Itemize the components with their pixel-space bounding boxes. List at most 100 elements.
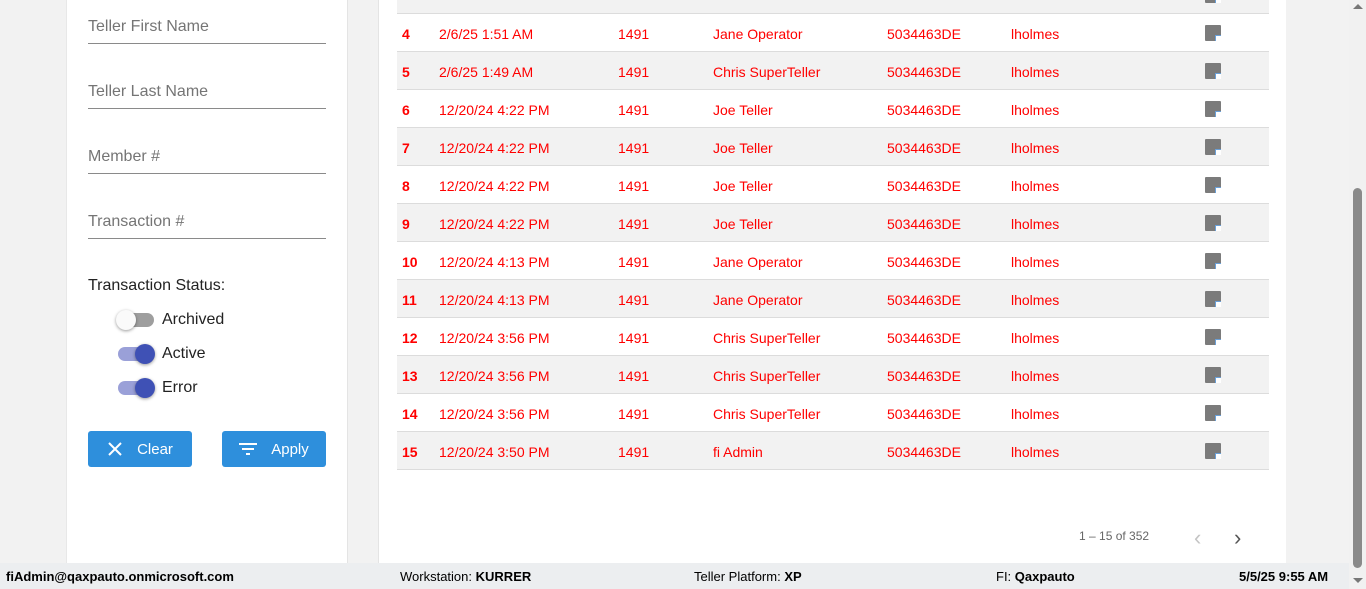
cell-workstation: 5034463DE (887, 102, 961, 118)
cell-row-number: 10 (402, 254, 418, 270)
user-email: fiAdmin@qaxpauto.onmicrosoft.com (6, 569, 234, 584)
scroll-down-icon[interactable] (1353, 578, 1363, 583)
note-icon[interactable] (1205, 291, 1221, 307)
cell-user: lholmes (1011, 444, 1060, 460)
active-label: Active (162, 345, 206, 362)
table-row[interactable]: 14 12/20/24 3:56 PM 1491 Chris SuperTeller 5… (397, 394, 1269, 432)
filter-panel: Transaction Status: Archived Active Erro… (66, 0, 348, 563)
cell-user: lholmes (1011, 140, 1060, 156)
table-row[interactable]: 12 12/20/24 3:56 PM 1491 Chris SuperTeller 5… (397, 318, 1269, 356)
cell-date-time: 2/6/25 1:49 AM (439, 64, 534, 80)
scroll-up-icon[interactable] (1353, 4, 1363, 9)
teller-first-name-field[interactable] (88, 14, 326, 44)
cell-row-number: 6 (402, 102, 410, 118)
cell-user: lholmes (1011, 368, 1060, 384)
teller-last-name-field[interactable] (88, 79, 326, 109)
table-row[interactable]: 13 12/20/24 3:56 PM 1491 Chris SuperTeller 5… (397, 356, 1269, 394)
cell-member: 1491 (618, 26, 650, 42)
next-page-button[interactable]: › (1234, 525, 1242, 550)
cell-date-time: 12/20/24 4:22 PM (439, 102, 550, 118)
active-toggle[interactable]: Active (118, 342, 206, 366)
table-row[interactable]: 4 2/6/25 1:51 AM 1491 Jane Operator 5034463D… (397, 14, 1269, 52)
close-icon (108, 442, 122, 456)
cell-user: lholmes (1011, 64, 1060, 80)
table-row[interactable] (397, 0, 1269, 14)
table-row[interactable]: 15 12/20/24 3:50 PM 1491 fi Admin 5034463DE l… (397, 432, 1269, 470)
cell-user: lholmes (1011, 406, 1060, 422)
note-icon[interactable] (1205, 25, 1221, 41)
cell-date-time: 2/6/25 1:51 AM (439, 26, 534, 42)
cell-date-time: 12/20/24 3:56 PM (439, 330, 550, 346)
cell-teller: Jane Operator (713, 292, 803, 308)
cell-member: 1491 (618, 444, 650, 460)
note-icon[interactable] (1205, 63, 1221, 79)
table-row[interactable]: 5 2/6/25 1:49 AM 1491 Chris SuperTeller 5034… (397, 52, 1269, 90)
cell-teller: Chris SuperTeller (713, 64, 821, 80)
cell-workstation: 5034463DE (887, 330, 961, 346)
table-row[interactable]: 7 12/20/24 4:22 PM 1491 Joe Teller 5034463DE… (397, 128, 1269, 166)
cell-user: lholmes (1011, 330, 1060, 346)
cell-row-number: 9 (402, 216, 410, 232)
clear-label: Clear (137, 440, 173, 458)
cell-member: 1491 (618, 178, 650, 194)
note-icon[interactable] (1205, 443, 1221, 459)
cell-date-time: 12/20/24 4:22 PM (439, 140, 550, 156)
member-input[interactable] (88, 144, 326, 166)
cell-date-time: 12/20/24 3:56 PM (439, 406, 550, 422)
transaction-field[interactable] (88, 209, 326, 239)
note-icon[interactable] (1205, 253, 1221, 269)
table-row[interactable]: 10 12/20/24 4:13 PM 1491 Jane Operator 50344… (397, 242, 1269, 280)
datetime: 5/5/25 9:55 AM (1239, 569, 1329, 584)
note-icon[interactable] (1205, 177, 1221, 193)
cell-member: 1491 (618, 292, 650, 308)
cell-row-number: 7 (402, 140, 410, 156)
cell-member: 1491 (618, 406, 650, 422)
cell-user: lholmes (1011, 102, 1060, 118)
cell-workstation: 5034463DE (887, 444, 961, 460)
cell-date-time: 12/20/24 4:13 PM (439, 292, 550, 308)
transactions-table: 4 2/6/25 1:51 AM 1491 Jane Operator 5034463D… (397, 0, 1269, 470)
cell-row-number: 12 (402, 330, 418, 346)
note-icon[interactable] (1205, 101, 1221, 117)
table-row[interactable]: 6 12/20/24 4:22 PM 1491 Joe Teller 5034463DE… (397, 90, 1269, 128)
cell-teller: Chris SuperTeller (713, 330, 821, 346)
table-row[interactable]: 9 12/20/24 4:22 PM 1491 Joe Teller 5034463DE… (397, 204, 1269, 242)
apply-button[interactable]: Apply (222, 431, 326, 467)
transaction-input[interactable] (88, 209, 326, 231)
note-icon[interactable] (1205, 367, 1221, 383)
teller-last-name-input[interactable] (88, 79, 326, 101)
note-icon[interactable] (1205, 215, 1221, 231)
cell-workstation: 5034463DE (887, 368, 961, 384)
status-bar: fiAdmin@qaxpauto.onmicrosoft.com Worksta… (0, 563, 1349, 589)
cell-teller: fi Admin (713, 444, 763, 460)
note-icon[interactable] (1205, 405, 1221, 421)
cell-teller: Joe Teller (713, 102, 773, 118)
archived-toggle[interactable]: Archived (116, 308, 224, 332)
cell-member: 1491 (618, 140, 650, 156)
scrollbar-thumb[interactable] (1353, 188, 1362, 568)
teller-first-name-input[interactable] (88, 14, 326, 36)
note-icon[interactable] (1205, 329, 1221, 345)
apply-label: Apply (271, 440, 309, 458)
cell-workstation: 5034463DE (887, 292, 961, 308)
clear-button[interactable]: Clear (88, 431, 192, 467)
note-icon[interactable] (1205, 139, 1221, 155)
cell-teller: Joe Teller (713, 216, 773, 232)
note-icon[interactable] (1205, 0, 1221, 3)
member-field[interactable] (88, 144, 326, 174)
workstation: Workstation: KURRER (400, 569, 532, 584)
cell-user: lholmes (1011, 216, 1060, 232)
fi: FI: Qaxpauto (996, 569, 1075, 584)
cell-row-number: 8 (402, 178, 410, 194)
table-row[interactable]: 11 12/20/24 4:13 PM 1491 Jane Operator 50344… (397, 280, 1269, 318)
cell-date-time: 12/20/24 3:56 PM (439, 368, 550, 384)
cell-date-time: 12/20/24 4:22 PM (439, 216, 550, 232)
cell-teller: Jane Operator (713, 26, 803, 42)
cell-teller: Chris SuperTeller (713, 406, 821, 422)
table-row[interactable]: 8 12/20/24 4:22 PM 1491 Joe Teller 5034463DE… (397, 166, 1269, 204)
scrollbar[interactable] (1349, 0, 1366, 589)
prev-page-button[interactable]: ‹ (1194, 525, 1202, 550)
error-toggle[interactable]: Error (118, 376, 198, 400)
cell-user: lholmes (1011, 178, 1060, 194)
error-label: Error (162, 379, 198, 396)
